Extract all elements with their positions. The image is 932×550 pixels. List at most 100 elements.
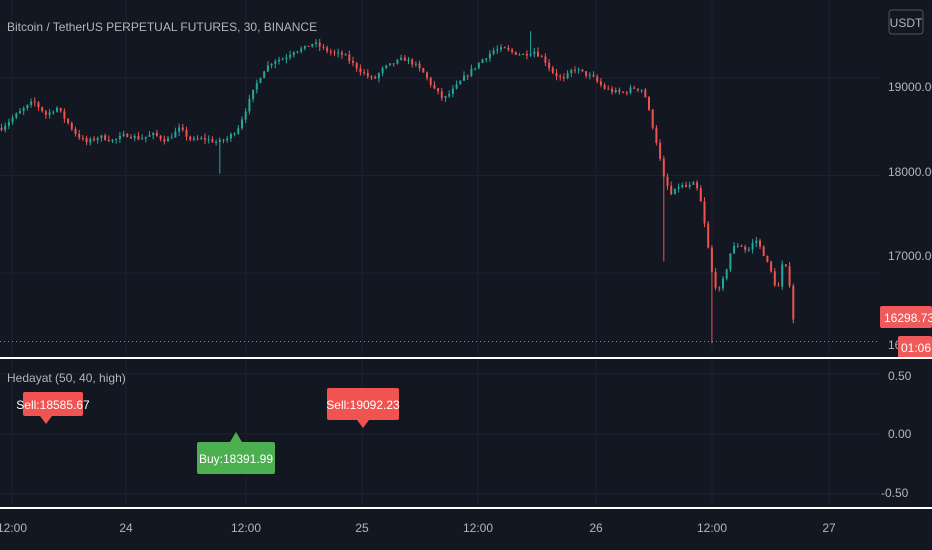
countdown-label: 01:06 xyxy=(898,336,932,358)
candle-body xyxy=(710,247,713,272)
candle-body xyxy=(403,57,406,61)
candle-body xyxy=(533,51,536,54)
candle-body xyxy=(659,142,662,159)
candle-body xyxy=(0,127,3,130)
candle-body xyxy=(433,84,436,89)
candle-body xyxy=(562,76,565,79)
indicator-tick: 0.00 xyxy=(888,427,912,441)
candle-body xyxy=(688,184,691,187)
candle-body xyxy=(522,53,525,55)
candle-body xyxy=(592,74,595,77)
candle-body xyxy=(792,285,795,320)
indicator-name[interactable]: Hedayat (50, 40, high) xyxy=(7,371,126,385)
candle-body xyxy=(585,71,588,76)
candle-body xyxy=(699,188,702,202)
time-label: 27 xyxy=(822,521,836,535)
symbol-title[interactable]: Bitcoin / TetherUS PERPETUAL FUTURES, 30… xyxy=(7,20,317,34)
candle-body xyxy=(115,138,118,140)
candle-body xyxy=(677,187,680,189)
candle-body xyxy=(540,56,543,58)
candle-body xyxy=(633,87,636,89)
candle-body xyxy=(44,111,47,115)
candle-body xyxy=(19,111,21,114)
candle-body xyxy=(181,127,184,130)
candle-body xyxy=(296,51,299,53)
candle-body xyxy=(285,57,288,60)
candle-body xyxy=(178,127,181,132)
candle-body xyxy=(503,47,506,49)
candle-body xyxy=(729,253,732,270)
candle-body xyxy=(322,46,325,48)
candle-body xyxy=(137,135,140,140)
candle-body xyxy=(770,261,773,272)
candle-body xyxy=(507,47,510,50)
candle-body xyxy=(466,75,469,77)
candle-body xyxy=(96,138,99,141)
candle-body xyxy=(333,52,336,54)
candle-body xyxy=(744,246,747,250)
time-label: 12:00 xyxy=(0,521,27,535)
candle-body xyxy=(444,96,447,98)
candle-body xyxy=(118,135,121,139)
candle-body xyxy=(274,61,277,64)
candle-body xyxy=(174,131,177,138)
candle-body xyxy=(581,69,584,72)
candle-body xyxy=(59,107,62,112)
candle-body xyxy=(37,102,40,108)
candle-body xyxy=(733,245,736,254)
last-price-label: 16298.73 xyxy=(880,306,932,328)
candle-body xyxy=(440,91,443,98)
candle-body xyxy=(451,88,454,94)
sell-signal[interactable]: Sell:19092.23 xyxy=(326,388,400,428)
candle-body xyxy=(666,176,669,186)
candle-body xyxy=(307,45,310,47)
candle-body xyxy=(529,53,532,56)
candle-body xyxy=(222,139,225,141)
sell-signal[interactable]: Sell:18585.67 xyxy=(16,392,90,424)
candle-body xyxy=(618,89,621,92)
candle-body xyxy=(411,59,414,65)
candle-body xyxy=(492,50,495,54)
candle-body xyxy=(155,132,158,136)
price-tick: 19000.00 xyxy=(888,80,932,94)
candle-body xyxy=(681,185,684,188)
sell-signal-label: Sell:19092.23 xyxy=(326,398,400,412)
candle-body xyxy=(340,52,343,55)
candle-body xyxy=(448,93,451,97)
candle-body xyxy=(655,127,658,143)
candle-body xyxy=(784,264,787,267)
candle-body xyxy=(459,80,462,85)
candle-body xyxy=(111,139,114,141)
candle-body xyxy=(707,223,710,248)
candle-body xyxy=(511,49,514,52)
candle-body xyxy=(636,88,639,91)
candle-body xyxy=(574,69,576,71)
candle-body xyxy=(555,72,558,77)
candle-body xyxy=(259,78,262,83)
candle-body xyxy=(696,182,699,189)
currency-button[interactable]: USDT xyxy=(888,9,924,35)
candle-body xyxy=(15,113,18,118)
price-tick: 17000.00 xyxy=(888,249,932,263)
candle-body xyxy=(525,53,528,56)
buy-signal[interactable]: Buy:18391.99 xyxy=(197,432,275,474)
candle-body xyxy=(400,57,403,60)
candle-body xyxy=(644,89,647,98)
candle-body xyxy=(781,264,784,287)
candle-body xyxy=(348,54,351,61)
candle-body xyxy=(740,245,743,247)
candle-body xyxy=(673,188,676,195)
candle-body xyxy=(100,135,103,139)
candle-body xyxy=(422,68,425,73)
candle-body xyxy=(241,119,243,129)
candle-body xyxy=(518,54,521,56)
candle-body xyxy=(281,59,284,61)
candle-body xyxy=(426,72,428,78)
time-label: 25 xyxy=(355,521,369,535)
candle-body xyxy=(107,139,110,141)
price-tick: 18000.00 xyxy=(888,165,932,179)
candle-body xyxy=(625,92,628,94)
candle-body xyxy=(192,138,195,140)
candle-body xyxy=(159,135,162,140)
